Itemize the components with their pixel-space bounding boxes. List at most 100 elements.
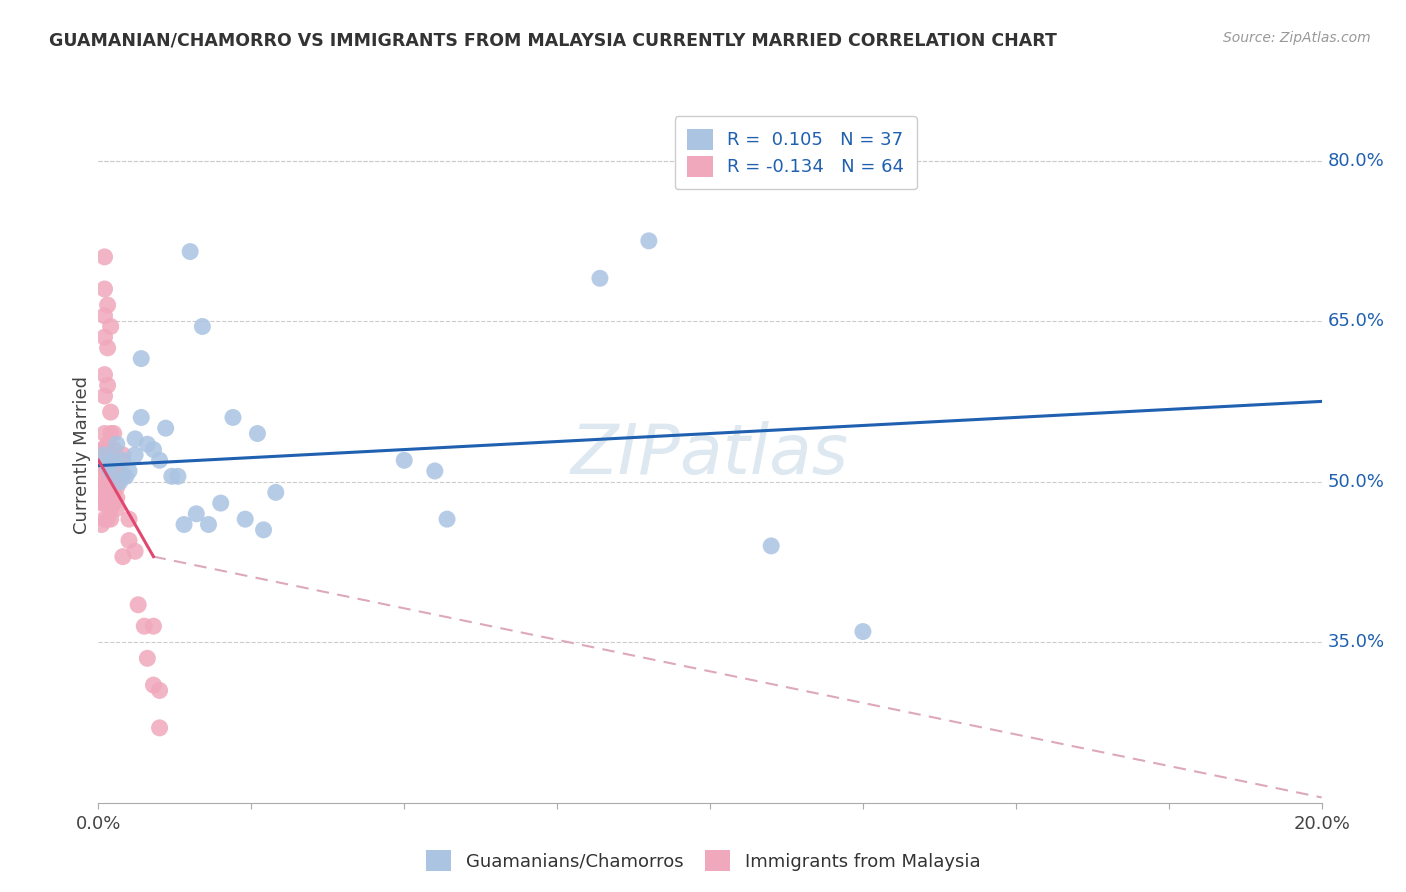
Point <box>97 298 120 312</box>
Point <box>392 453 416 467</box>
Point <box>103 475 125 489</box>
Point <box>93 442 115 457</box>
Point <box>97 448 120 462</box>
Point <box>118 512 141 526</box>
Point <box>252 523 274 537</box>
Point <box>264 485 287 500</box>
Point <box>93 464 115 478</box>
Point <box>222 410 245 425</box>
Point <box>97 475 120 489</box>
Point <box>100 405 122 419</box>
Point <box>103 442 125 457</box>
Point <box>115 469 138 483</box>
Point <box>100 469 122 483</box>
Point <box>246 426 269 441</box>
Point <box>90 464 112 478</box>
Point <box>127 598 149 612</box>
Point <box>108 475 131 489</box>
Point <box>93 250 115 264</box>
Point <box>136 651 159 665</box>
Text: GUAMANIAN/CHAMORRO VS IMMIGRANTS FROM MALAYSIA CURRENTLY MARRIED CORRELATION CHA: GUAMANIAN/CHAMORRO VS IMMIGRANTS FROM MA… <box>49 31 1057 49</box>
Point <box>111 469 134 483</box>
Point <box>136 437 159 451</box>
Point <box>93 330 115 344</box>
Point <box>93 368 115 382</box>
Point <box>93 453 115 467</box>
Point <box>149 683 172 698</box>
Point <box>103 464 125 478</box>
Point <box>105 437 128 451</box>
Point <box>129 351 152 366</box>
Point <box>111 549 134 564</box>
Point <box>118 533 141 548</box>
Point <box>759 539 782 553</box>
Text: ZIPatlas: ZIPatlas <box>571 421 849 489</box>
Point <box>90 496 112 510</box>
Point <box>100 426 122 441</box>
Text: 80.0%: 80.0% <box>1327 152 1385 169</box>
Point <box>149 453 172 467</box>
Point <box>167 469 190 483</box>
Legend: R =  0.105   N = 37, R = -0.134   N = 64: R = 0.105 N = 37, R = -0.134 N = 64 <box>675 116 917 189</box>
Point <box>155 421 177 435</box>
Point <box>97 341 120 355</box>
Text: 65.0%: 65.0% <box>1327 312 1385 330</box>
Point <box>103 485 125 500</box>
Point <box>118 464 141 478</box>
Point <box>100 487 122 501</box>
Point <box>100 319 122 334</box>
Point <box>589 271 612 285</box>
Point <box>105 501 128 516</box>
Point <box>97 512 120 526</box>
Point <box>179 244 201 259</box>
Point <box>103 453 125 467</box>
Point <box>852 624 875 639</box>
Point <box>100 464 122 478</box>
Point <box>90 442 112 457</box>
Y-axis label: Currently Married: Currently Married <box>73 376 91 534</box>
Point <box>93 512 115 526</box>
Point <box>160 469 183 483</box>
Point <box>93 309 115 323</box>
Point <box>93 282 115 296</box>
Point <box>111 448 134 462</box>
Point <box>90 485 112 500</box>
Point <box>209 496 232 510</box>
Point <box>100 512 122 526</box>
Point <box>90 517 112 532</box>
Point <box>233 512 256 526</box>
Point <box>142 678 165 692</box>
Point <box>97 458 120 473</box>
Point <box>191 319 214 334</box>
Point <box>97 469 120 483</box>
Point <box>93 475 115 489</box>
Point <box>124 544 146 558</box>
Point <box>100 464 122 478</box>
Text: 35.0%: 35.0% <box>1327 633 1385 651</box>
Point <box>100 448 122 462</box>
Point <box>124 448 146 462</box>
Point <box>93 426 115 441</box>
Point <box>103 496 125 510</box>
Point <box>142 619 165 633</box>
Point <box>197 517 219 532</box>
Point <box>93 485 115 500</box>
Point <box>100 501 122 516</box>
Point <box>105 491 128 505</box>
Point <box>93 496 115 510</box>
Point <box>124 432 146 446</box>
Point <box>93 448 115 462</box>
Point <box>423 464 446 478</box>
Point <box>149 721 172 735</box>
Legend: Guamanians/Chamorros, Immigrants from Malaysia: Guamanians/Chamorros, Immigrants from Ma… <box>419 843 987 879</box>
Point <box>111 453 134 467</box>
Point <box>129 410 152 425</box>
Text: 50.0%: 50.0% <box>1327 473 1385 491</box>
Point <box>90 453 112 467</box>
Point <box>134 619 156 633</box>
Point <box>103 426 125 441</box>
Point <box>97 464 120 478</box>
Point <box>90 475 112 489</box>
Point <box>97 378 120 392</box>
Point <box>105 458 128 473</box>
